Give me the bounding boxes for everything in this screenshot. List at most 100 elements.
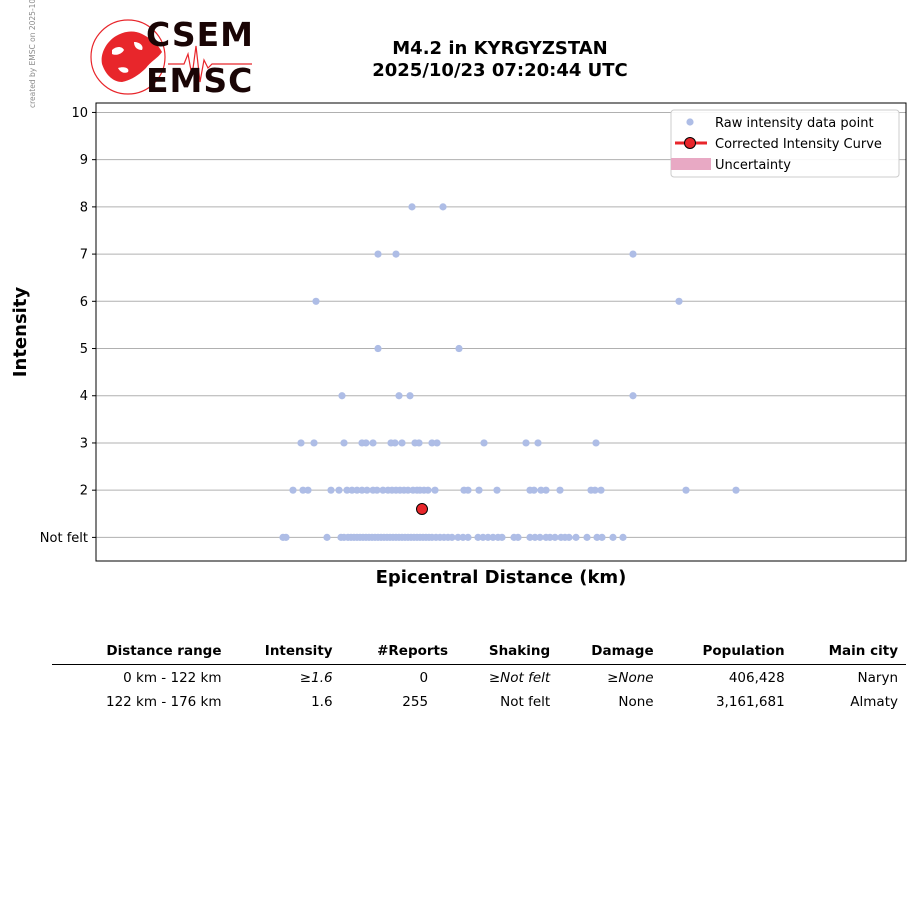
csem-emsc-logo: CSEM EMSC	[88, 16, 258, 98]
legend-label: Uncertainty	[715, 158, 791, 173]
table-cell-damage: ≥None	[607, 670, 654, 686]
raw-data-point	[572, 533, 580, 541]
raw-data-point	[522, 439, 530, 447]
raw-data-point	[489, 533, 497, 541]
logo-csem-text: CSEM	[146, 15, 254, 54]
raw-data-point	[289, 486, 297, 494]
y-tick-label: 8	[80, 200, 88, 215]
raw-data-point	[598, 533, 606, 541]
raw-data-point	[675, 297, 683, 305]
raw-data-point	[609, 533, 617, 541]
raw-data-point	[312, 297, 320, 305]
table-cell-shaking: Not felt	[500, 694, 551, 710]
table-cell-city: Almaty	[850, 694, 898, 710]
table-cell-population: 406,428	[728, 670, 785, 686]
raw-data-point	[682, 486, 690, 494]
table-cell-population: 3,161,681	[715, 694, 785, 710]
column-header: Damage	[558, 641, 662, 665]
raw-data-point	[282, 533, 290, 541]
column-header: Distance range	[52, 641, 230, 665]
raw-data-point	[475, 486, 483, 494]
raw-data-point	[474, 533, 482, 541]
column-header: Population	[661, 641, 793, 665]
raw-data-point	[335, 486, 343, 494]
raw-data-point	[592, 439, 600, 447]
legend-raw-marker	[686, 118, 694, 126]
table-cell-reports: 0	[419, 670, 429, 686]
raw-data-point	[732, 486, 740, 494]
raw-data-point	[629, 392, 637, 400]
y-tick-label: 10	[71, 106, 88, 121]
table-cell-distance: 122 km - 176 km	[106, 694, 222, 710]
raw-data-point	[392, 250, 400, 258]
raw-data-point	[530, 486, 538, 494]
raw-data-point	[464, 533, 472, 541]
legend-label: Raw intensity data point	[715, 116, 874, 131]
raw-data-point	[537, 486, 545, 494]
table-cell-intensity: 1.6	[311, 694, 333, 710]
raw-data-point	[542, 486, 550, 494]
raw-data-point	[480, 439, 488, 447]
raw-data-point	[629, 250, 637, 258]
raw-data-point	[591, 486, 599, 494]
raw-data-point	[340, 439, 348, 447]
logo-emsc-text: EMSC	[146, 61, 254, 100]
table-cell-reports: 255	[402, 694, 429, 710]
summary-table: Distance range Intensity #Reports Shakin…	[52, 641, 906, 713]
raw-data-point	[379, 486, 387, 494]
raw-data-point	[304, 486, 312, 494]
raw-data-point	[431, 486, 439, 494]
raw-data-point	[323, 533, 331, 541]
y-tick-label: Not felt	[40, 531, 88, 546]
raw-data-point	[395, 392, 403, 400]
raw-data-point	[526, 533, 534, 541]
table-cell-distance: 0 km - 122 km	[123, 670, 222, 686]
raw-data-point	[374, 250, 382, 258]
column-header: Main city	[792, 641, 906, 665]
table-cell-damage: None	[618, 694, 654, 710]
raw-data-point	[459, 533, 467, 541]
raw-data-point	[310, 439, 318, 447]
raw-data-point	[455, 344, 463, 353]
column-header: Intensity	[229, 641, 341, 665]
table-row: 122 km - 176 km 1.6 255 Not felt None 3,…	[52, 689, 906, 713]
y-tick-label: 6	[80, 295, 88, 310]
raw-data-point	[556, 486, 564, 494]
y-tick-label: 2	[80, 484, 88, 499]
y-tick-label: 3	[80, 436, 88, 451]
raw-data-point	[514, 533, 522, 541]
raw-data-point	[583, 533, 591, 541]
raw-data-point	[546, 533, 554, 541]
raw-data-point	[415, 439, 423, 447]
raw-data-point	[353, 486, 361, 494]
raw-data-point	[338, 392, 346, 400]
y-tick-label: 5	[80, 342, 88, 357]
corrected-intensity-point	[416, 503, 428, 516]
raw-data-point	[597, 486, 605, 494]
raw-data-point	[373, 486, 381, 494]
chart-subtitle: 2025/10/23 07:20:44 UTC	[372, 60, 628, 81]
raw-data-point	[406, 392, 414, 400]
raw-data-point	[484, 533, 492, 541]
raw-data-point	[448, 533, 456, 541]
raw-data-point	[369, 439, 377, 447]
raw-data-point	[464, 486, 472, 494]
y-tick-label: 7	[80, 248, 88, 263]
raw-data-point	[536, 533, 544, 541]
raw-data-point	[424, 486, 432, 494]
y-axis-label: Intensity	[10, 287, 31, 378]
legend-curve-marker	[684, 137, 696, 149]
raw-data-point	[327, 486, 335, 494]
intensity-chart: Not felt 2 3 4 5 6 7 8 9 10 Intensity Epicentral Di…	[10, 102, 907, 588]
legend-box	[670, 109, 900, 178]
raw-data-point	[391, 439, 399, 447]
y-tick-label: 4	[80, 389, 88, 404]
raw-data-point	[408, 203, 416, 211]
table-cell-intensity: ≥1.6	[299, 670, 333, 686]
raw-data-point	[531, 533, 539, 541]
plot-frame	[95, 102, 907, 562]
table-row: 0 km - 122 km ≥1.6 0 ≥Not felt ≥None 406…	[52, 665, 906, 690]
chart-title: M4.2 in KYRGYZSTAN	[392, 38, 608, 59]
legend-uncertainty-swatch	[671, 158, 711, 170]
raw-data-point	[358, 486, 366, 494]
